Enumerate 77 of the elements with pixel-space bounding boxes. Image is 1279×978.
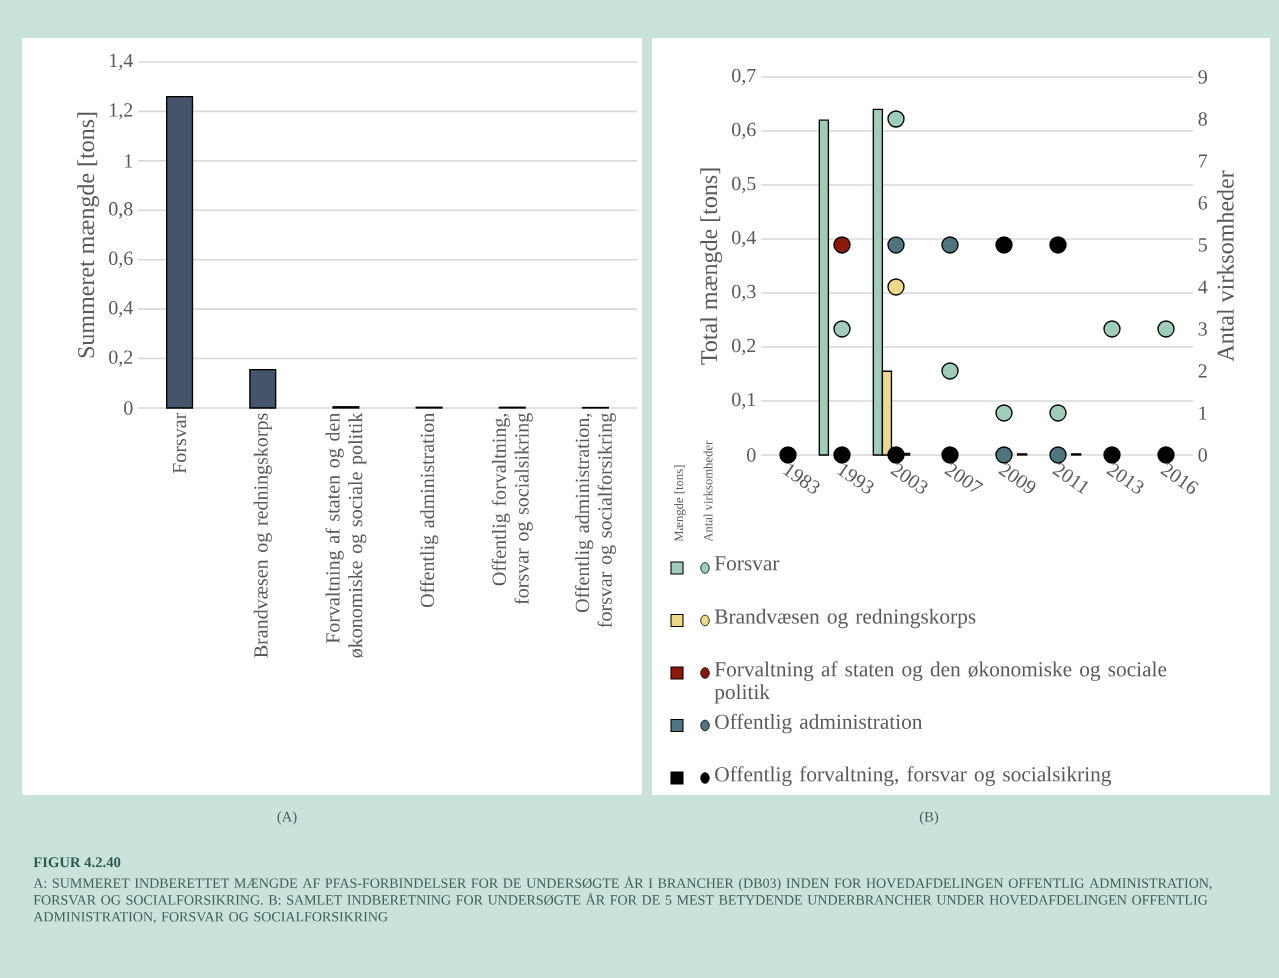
y-tick-label: 0,1 [732, 392, 756, 410]
x-tick-label: Forvaltning af staten og den økonomiske og sociale politik [325, 412, 367, 658]
point [941, 236, 959, 254]
point [887, 278, 905, 296]
y2-tick-label: 0 [1198, 448, 1207, 462]
y-tick-label: 0,8 [109, 202, 133, 219]
point [887, 236, 905, 254]
point [995, 446, 1013, 464]
y2-tick-label: 5 [1198, 238, 1207, 252]
y-tick-label: 0,6 [732, 122, 756, 140]
text: A: SUMMERET INDBERETTET MÆNGDE AF PFAS-FORBINDELSER FOR DE UNDERSØGTE ÅR I BRANCHER (DB03) INDEN FOR HOVEDAFDELINGEN OFFENTLIG ADMINISTRATION, FORSVAR OG SOCIALFORSIKRING. B: SAMLET INDBERETNING FOR UNDERSØGTE ÅR FOR DE 5 MEST BETYDENDE UNDERBRANCHER UNDER HOVEDAFDELINGEN OFFENTLIG ADMINISTRATION, FORSVAR OG SOCIALFORSIKRING [33, 876, 1212, 924]
text: Antal virksomheder [703, 440, 713, 542]
y-tick-label: 0 [747, 448, 756, 462]
x-tick-label: 2007 [944, 462, 984, 492]
bar [249, 369, 277, 409]
y2-tick-label: 1 [1199, 406, 1207, 420]
point [1049, 446, 1067, 464]
x-tick-label: Offentlig administration [419, 412, 439, 608]
text: (B) [919, 811, 939, 825]
y-tick-label: 0,6 [109, 251, 133, 268]
point [887, 446, 905, 464]
y-axis-title: Total mængde [tons] [700, 168, 723, 365]
x-tick-label: Brandvæsen og redningskorps [253, 413, 272, 658]
point [995, 236, 1013, 254]
x-tick-label: Forsvar [172, 412, 187, 474]
y-tick-label: 1,4 [110, 53, 133, 71]
point [887, 110, 905, 128]
y2-tick-label: 8 [1198, 112, 1207, 126]
point [995, 404, 1013, 422]
x-tick-label: 2009 [998, 462, 1036, 494]
y2-tick-label: 4 [1198, 280, 1208, 294]
y-tick-label: 1,2 [110, 103, 133, 120]
legend-label: Forvaltning af staten og den økonomiske og sociale politik [714, 661, 1167, 704]
y-tick-label: 0,4 [109, 300, 133, 318]
text: FIGUR 4.2.40 [33, 857, 121, 868]
point [1049, 404, 1067, 422]
x-tick-label: 2016 [1160, 462, 1199, 494]
x-tick-label: 1983 [782, 464, 820, 494]
legend-label: Brandvæsen og redningskorps [714, 608, 976, 629]
y-tick-label: 0,2 [732, 338, 756, 356]
y2-tick-label: 3 [1198, 322, 1207, 336]
y-tick-label: 0,7 [732, 68, 756, 86]
y-tick-label: 1 [125, 154, 133, 168]
point [833, 446, 851, 464]
point [1103, 446, 1121, 464]
bar [818, 119, 830, 456]
x-tick-label: Offentlig forvaltning, forsvar og socialsikring [491, 413, 533, 605]
point [833, 236, 851, 254]
y2-axis-title: Antal virksomheder [1216, 170, 1234, 362]
x-tick-label: 1993 [837, 464, 874, 494]
point [941, 362, 959, 380]
y-tick-label: 0,5 [732, 176, 756, 194]
y2-tick-label: 2 [1198, 364, 1207, 378]
legend-label: Offentlig administration [715, 713, 923, 734]
bar [166, 95, 194, 409]
y2-tick-label: 6 [1198, 196, 1208, 210]
point [1049, 236, 1067, 254]
y-tick-label: 0,4 [732, 230, 756, 248]
y2-tick-label: 9 [1198, 70, 1207, 84]
point [1157, 320, 1175, 338]
point [779, 446, 797, 464]
point [1157, 446, 1175, 464]
x-tick-label: 2003 [890, 462, 928, 494]
y-tick-label: 0,3 [732, 284, 756, 302]
y2-tick-label: 7 [1199, 154, 1208, 168]
text: (A) [277, 811, 297, 825]
y-tick-label: 0 [124, 401, 133, 415]
point [1103, 320, 1121, 338]
text: Mængde [tons] [674, 465, 686, 542]
x-tick-label: 2013 [1106, 462, 1144, 494]
y-axis-title: Summeret mængde [tons] [77, 112, 100, 358]
y-tick-label: 0,2 [109, 350, 133, 367]
x-tick-label: 2011 [1052, 462, 1089, 495]
point [833, 320, 851, 338]
legend-label: Offentlig forvaltning, forsvar og socialsikring [715, 766, 1112, 786]
point [941, 446, 959, 464]
legend-label: Forsvar [714, 556, 780, 571]
